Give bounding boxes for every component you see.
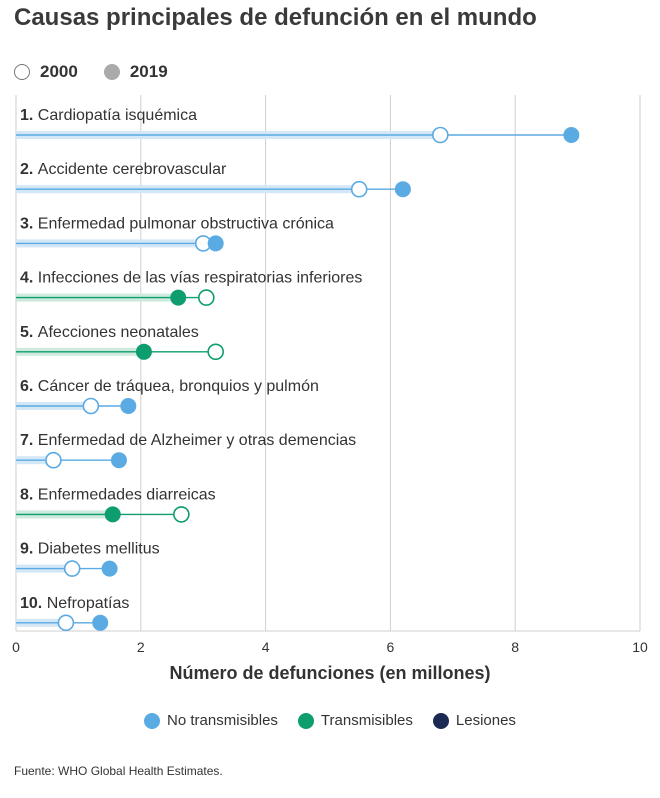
row-name: Infecciones de las vías respiratorias in…: [38, 270, 363, 287]
row-name: Accidente cerebrovascular: [38, 161, 227, 178]
point-2019: [170, 289, 187, 306]
point-2000: [45, 451, 62, 469]
row-name: Enfermedades diarreicas: [38, 486, 216, 503]
row-rank: 8.: [20, 486, 38, 503]
legend-item-lesiones[interactable]: Lesiones: [432, 712, 516, 729]
category-legend: No transmisibles Transmisibles Lesiones: [0, 712, 660, 729]
row-name: Diabetes mellitus: [38, 541, 160, 558]
row-rank: 5.: [20, 324, 38, 341]
point-2000: [57, 614, 75, 632]
x-tick-label: 10: [632, 639, 648, 655]
point-2019: [110, 452, 127, 469]
x-tick-label: 8: [511, 639, 519, 655]
open-circle-icon: [14, 64, 30, 80]
point-2019: [92, 614, 109, 631]
x-tick-label: 0: [12, 639, 20, 655]
point-2000: [63, 560, 81, 577]
point-2000: [350, 180, 368, 198]
legend-label-2019: 2019: [129, 62, 168, 81]
x-tick-label: 2: [137, 639, 145, 655]
row-rank: 10.: [20, 595, 47, 612]
point-2000: [173, 506, 190, 523]
row-name: Afecciones neonatales: [38, 324, 199, 341]
row-rank: 6.: [20, 378, 38, 395]
legend-label-lesiones: Lesiones: [455, 712, 516, 729]
legend-label-no-transmisibles: No transmisibles: [167, 712, 278, 729]
point-2019: [207, 235, 224, 252]
row-name: Enfermedad de Alzheimer y otras demencia…: [38, 432, 356, 449]
row-label: 1. Cardiopatía isquémica: [20, 107, 197, 124]
legend-label-transmisibles: Transmisibles: [320, 712, 413, 729]
row-name: Cáncer de tráquea, bronquios y pulmón: [38, 378, 319, 395]
row-label: 8. Enfermedades diarreicas: [20, 486, 216, 503]
row-label: 7. Enfermedad de Alzheimer y otras demen…: [20, 432, 356, 449]
row-name: Enfermedad pulmonar obstructiva crónica: [38, 215, 334, 232]
row-label: 6. Cáncer de tráquea, bronquios y pulmón: [20, 378, 319, 395]
point-2019: [120, 398, 137, 414]
row-rank: 2.: [20, 161, 38, 178]
legend-item-2019[interactable]: 2019: [103, 62, 168, 82]
row-label: 5. Afecciones neonatales: [20, 324, 199, 341]
point-2000: [82, 397, 100, 415]
filled-circle-icon: [103, 64, 120, 80]
row-rank: 1.: [20, 107, 38, 124]
x-tick-label: 4: [262, 639, 270, 655]
legend-dot-lesiones: [432, 712, 449, 729]
row-label: 2. Accidente cerebrovascular: [20, 161, 227, 178]
dumbbell-chart: 0 2 4 6 8 10 1. Cardiopatía isquémica 2. Accide…: [12, 95, 648, 655]
point-2019: [104, 506, 121, 523]
point-2019: [394, 181, 411, 198]
year-legend: 2000 2019: [14, 62, 194, 82]
point-2019: [135, 343, 152, 360]
point-2000: [432, 126, 449, 144]
row-label: 4. Infecciones de las vías respiratorias…: [20, 270, 362, 287]
row-name: Cardiopatía isquémica: [38, 107, 197, 124]
point-2019: [101, 560, 118, 577]
row-rank: 4.: [20, 270, 38, 287]
legend-item-2000[interactable]: 2000: [14, 62, 78, 82]
x-axis-label: Número de defunciones (en millones): [169, 663, 491, 683]
legend-dot-transmisibles: [297, 712, 314, 729]
legend-item-no-transmisibles[interactable]: No transmisibles: [144, 712, 278, 729]
row-label: 3. Enfermedad pulmonar obstructiva cróni…: [20, 215, 334, 232]
legend-label-2000: 2000: [40, 62, 78, 81]
x-tick-label: 6: [387, 639, 395, 655]
legend-dot-no-transmisibles: [144, 712, 161, 729]
row-name: Nefropatías: [47, 595, 130, 612]
chart-title: Causas principales de defunción en el mu…: [14, 4, 537, 31]
row-label: 10. Nefropatías: [20, 595, 129, 612]
point-2019: [563, 127, 580, 143]
point-2000: [207, 343, 224, 361]
legend-item-transmisibles[interactable]: Transmisibles: [297, 712, 413, 729]
row-rank: 7.: [20, 432, 38, 449]
row-label: 9. Diabetes mellitus: [20, 541, 160, 558]
row-rank: 3.: [20, 215, 38, 232]
point-2000: [198, 289, 215, 306]
row-rank: 9.: [20, 541, 38, 558]
source-note: Fuente: WHO Global Health Estimates.: [14, 764, 223, 778]
